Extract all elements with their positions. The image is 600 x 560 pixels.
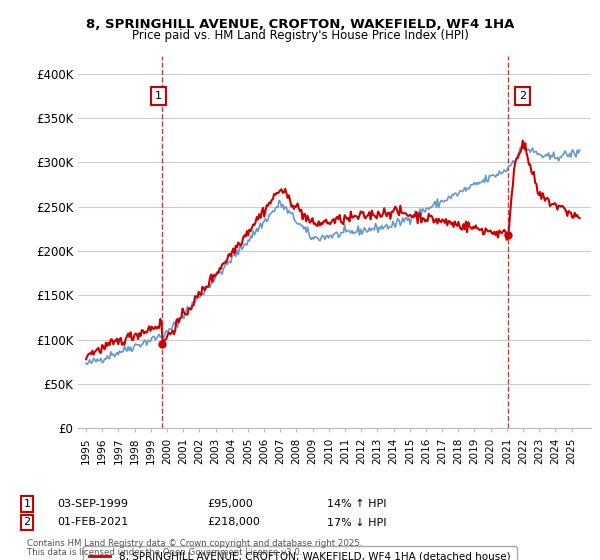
Text: This data is licensed under the Open Government Licence v3.0.: This data is licensed under the Open Gov…	[27, 548, 302, 557]
Text: 03-SEP-1999: 03-SEP-1999	[57, 499, 128, 509]
Text: 2: 2	[519, 91, 526, 101]
Text: 8, SPRINGHILL AVENUE, CROFTON, WAKEFIELD, WF4 1HA: 8, SPRINGHILL AVENUE, CROFTON, WAKEFIELD…	[86, 18, 514, 31]
Text: £95,000: £95,000	[207, 499, 253, 509]
Text: 14% ↑ HPI: 14% ↑ HPI	[327, 499, 386, 509]
Text: £218,000: £218,000	[207, 517, 260, 528]
Text: 2: 2	[23, 517, 31, 528]
Text: 1: 1	[155, 91, 162, 101]
Text: Price paid vs. HM Land Registry's House Price Index (HPI): Price paid vs. HM Land Registry's House …	[131, 29, 469, 42]
Text: 1: 1	[23, 499, 31, 509]
Text: 17% ↓ HPI: 17% ↓ HPI	[327, 517, 386, 528]
Legend: 8, SPRINGHILL AVENUE, CROFTON, WAKEFIELD, WF4 1HA (detached house), HPI: Average: 8, SPRINGHILL AVENUE, CROFTON, WAKEFIELD…	[83, 545, 517, 560]
Text: Contains HM Land Registry data © Crown copyright and database right 2025.: Contains HM Land Registry data © Crown c…	[27, 539, 362, 548]
Text: 01-FEB-2021: 01-FEB-2021	[57, 517, 128, 528]
